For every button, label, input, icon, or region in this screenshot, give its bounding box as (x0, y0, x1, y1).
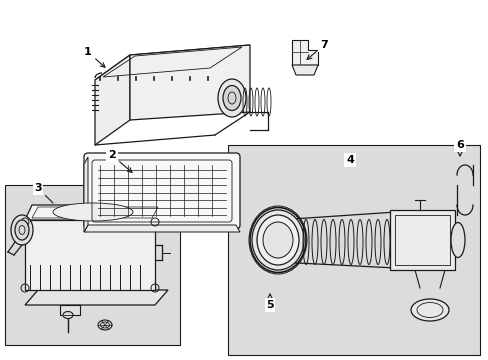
Polygon shape (84, 157, 88, 232)
Bar (5, 185, 180, 345)
Ellipse shape (263, 222, 292, 258)
Text: 2: 2 (108, 150, 132, 172)
FancyBboxPatch shape (84, 153, 240, 229)
Ellipse shape (218, 79, 245, 117)
Ellipse shape (11, 215, 33, 245)
Polygon shape (130, 45, 249, 120)
Text: 7: 7 (306, 40, 327, 59)
Ellipse shape (63, 311, 73, 319)
Polygon shape (291, 65, 317, 75)
Polygon shape (291, 40, 317, 65)
Ellipse shape (450, 222, 464, 257)
Polygon shape (95, 55, 130, 145)
Ellipse shape (53, 203, 133, 221)
Polygon shape (389, 210, 454, 270)
Bar (227, 145, 479, 355)
Polygon shape (84, 225, 240, 232)
Polygon shape (25, 290, 168, 305)
Polygon shape (60, 305, 80, 315)
Ellipse shape (410, 299, 448, 321)
Ellipse shape (257, 215, 298, 265)
Ellipse shape (251, 210, 304, 270)
Text: 6: 6 (455, 140, 463, 156)
Text: 1: 1 (84, 47, 105, 67)
Polygon shape (95, 45, 249, 80)
Polygon shape (25, 205, 162, 220)
Text: 5: 5 (265, 294, 273, 310)
Ellipse shape (223, 86, 241, 111)
Ellipse shape (15, 220, 29, 240)
Polygon shape (25, 220, 155, 290)
Text: 3: 3 (34, 183, 53, 203)
Text: 4: 4 (346, 155, 353, 172)
Ellipse shape (98, 320, 112, 330)
